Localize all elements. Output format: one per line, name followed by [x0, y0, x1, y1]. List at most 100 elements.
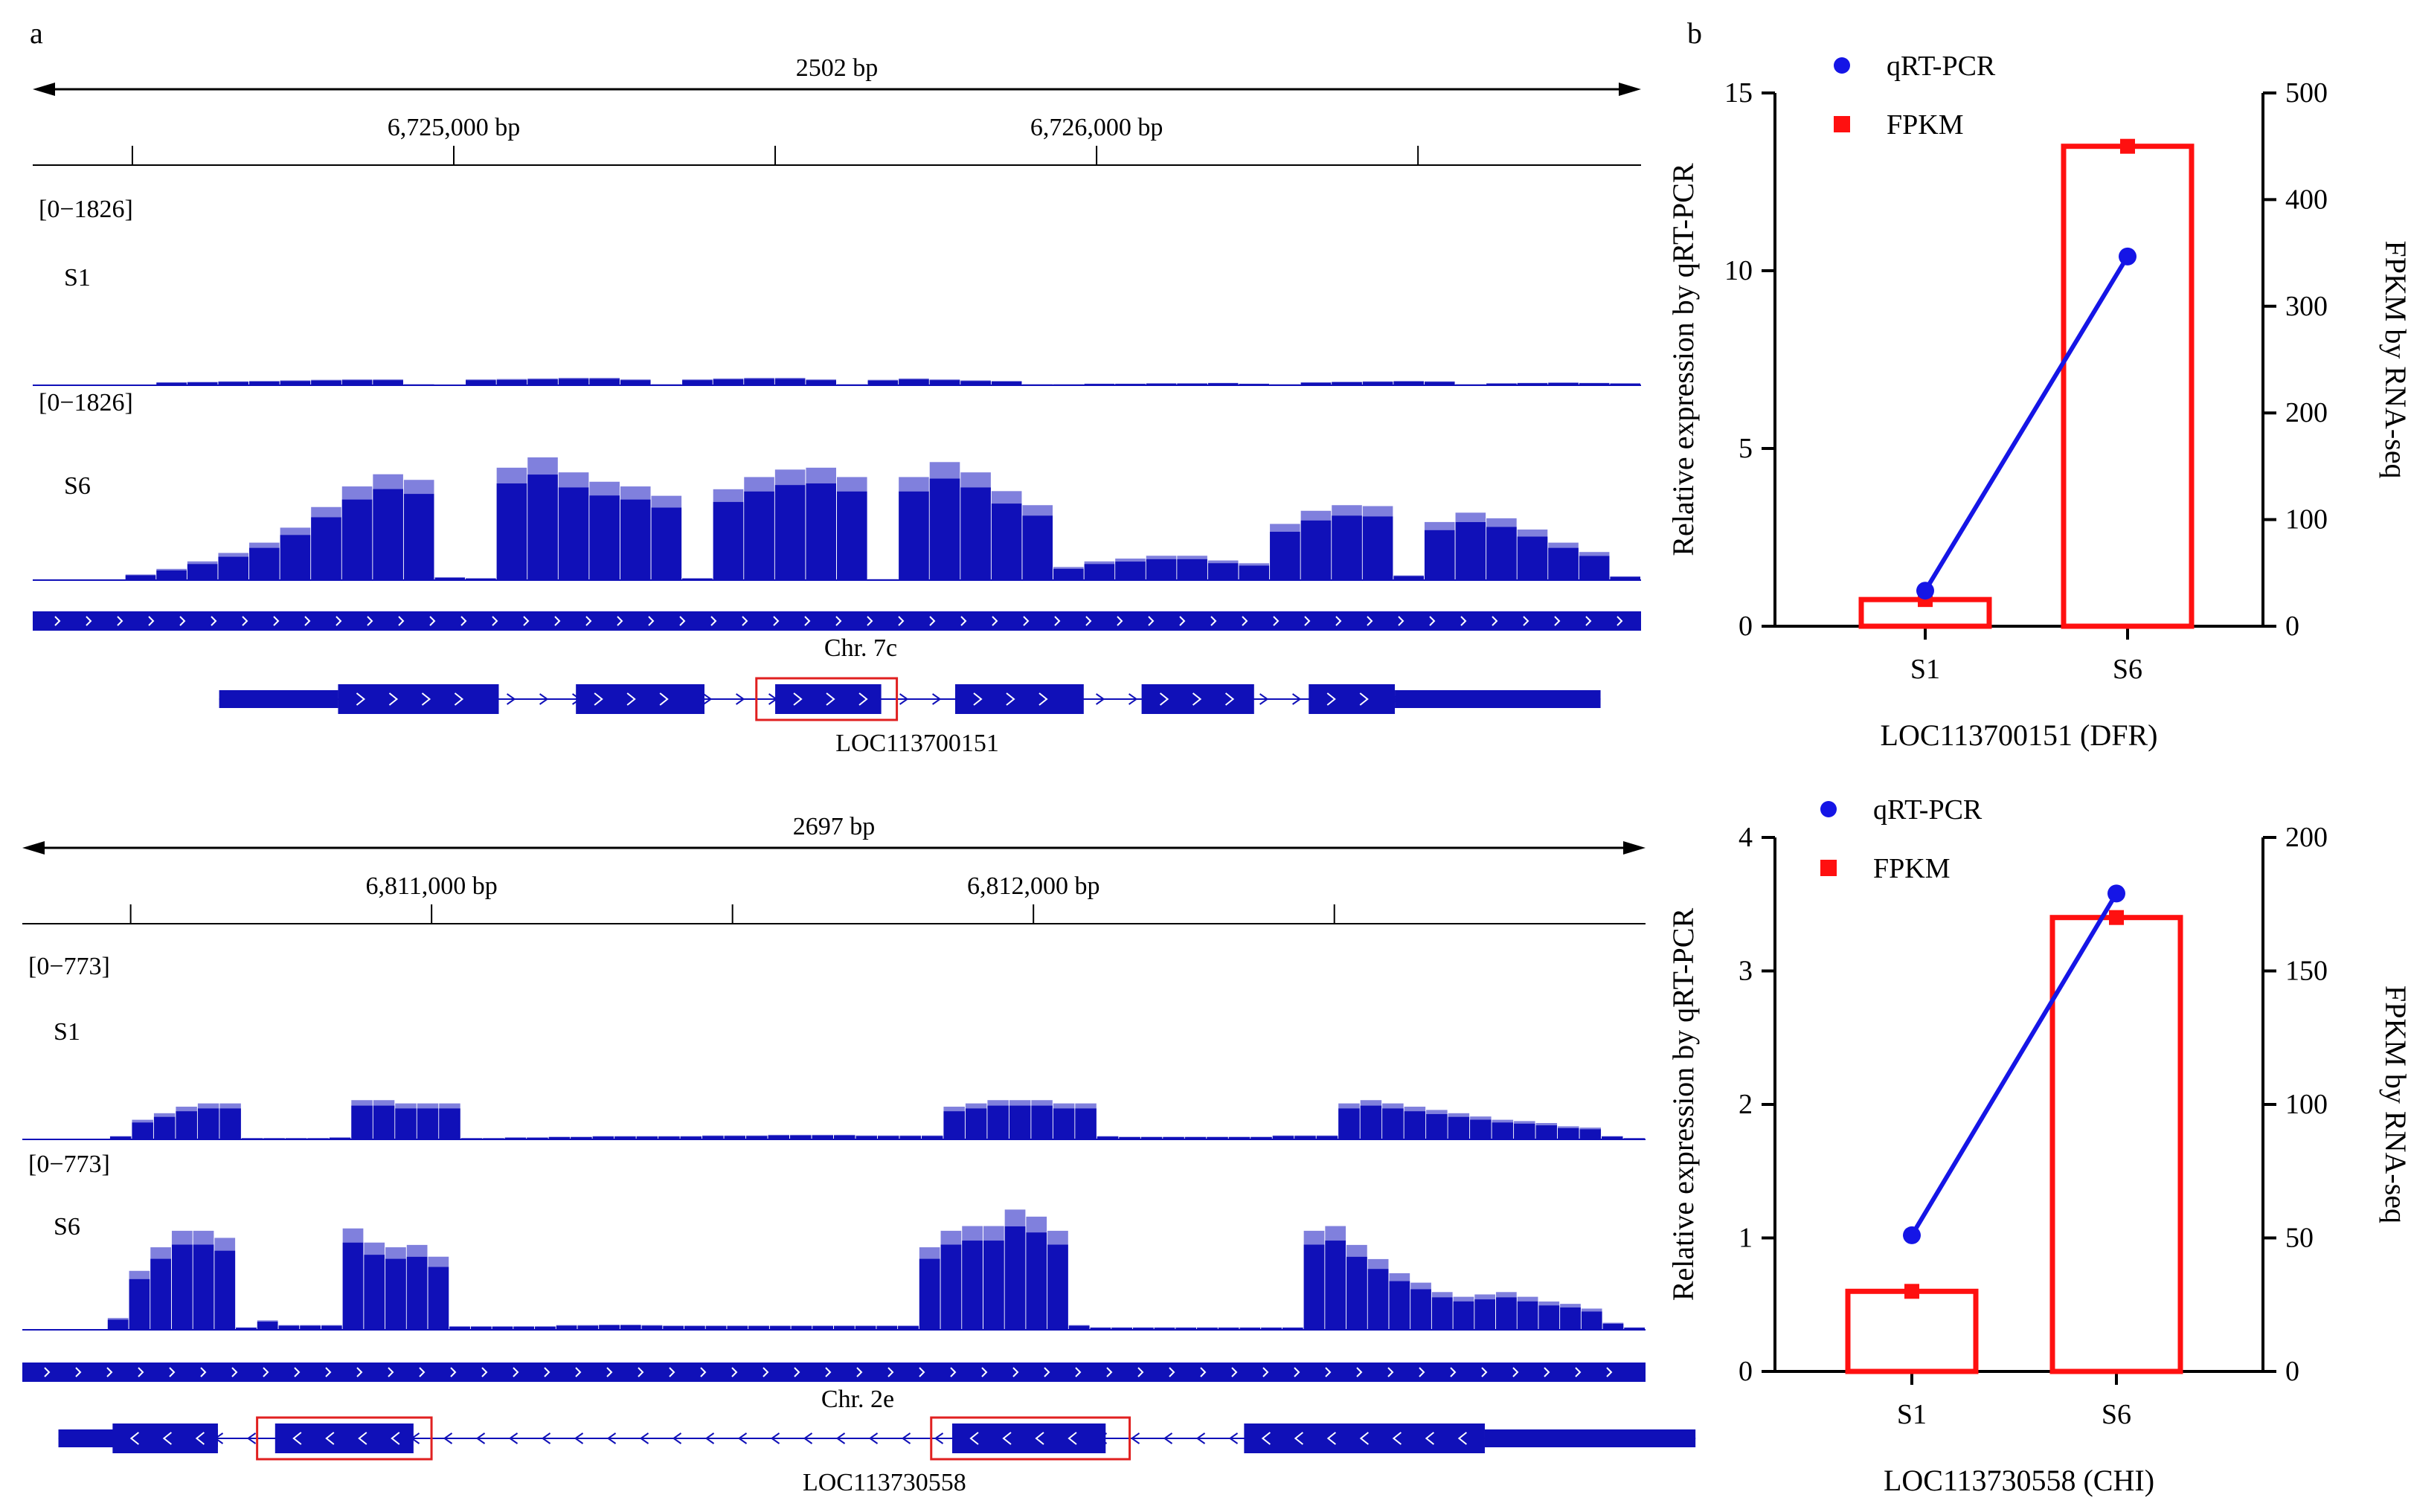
coverage-bar	[962, 1241, 983, 1330]
x-tick-label: S6	[2113, 654, 2142, 685]
coverage-bar	[991, 504, 1022, 580]
coverage-bar	[527, 379, 558, 385]
chromosome-strand-chevron	[1585, 616, 1592, 626]
gene-strand-chevron	[932, 693, 942, 705]
chromosome-strand-chevron	[513, 1367, 519, 1377]
chromosome-label: Chr. 7c	[824, 634, 897, 662]
fpkm-bar	[2049, 915, 2183, 1374]
chromosome-strand-chevron	[1419, 1367, 1425, 1377]
chromosome-strand-chevron	[887, 1367, 894, 1377]
chromosome-strand-chevron	[1023, 616, 1030, 626]
coverage-bar	[109, 1136, 132, 1139]
coverage-bar	[1146, 383, 1177, 385]
highlight-box	[755, 677, 899, 721]
coverage-bar	[1251, 1136, 1272, 1139]
chromosome-strand-chevron	[804, 616, 811, 626]
chromosome-strand-chevron	[679, 616, 686, 626]
coverage-bar	[965, 1108, 987, 1139]
legend-qpcr-marker	[1834, 57, 1850, 74]
coverage-bar	[171, 1244, 193, 1330]
ruler-tick-label: 6,726,000 bp	[1030, 114, 1163, 141]
gene-exon-chevron	[1159, 692, 1169, 706]
coverage-bar	[651, 507, 682, 580]
coverage-bar	[774, 485, 806, 580]
chromosome-strand-chevron	[1335, 616, 1342, 626]
coverage-bar	[899, 379, 929, 385]
coverage-bar	[855, 1326, 876, 1330]
track-name-label: S6	[54, 1213, 80, 1241]
coverage-bar	[571, 1136, 592, 1139]
gene-strand-chevron	[1130, 1432, 1140, 1444]
coverage-bar	[1031, 1105, 1053, 1139]
gene-strand-chevron	[1195, 1432, 1206, 1444]
gene-strand-chevron	[639, 1432, 649, 1444]
ruler-tick-label: 6,725,000 bp	[388, 114, 521, 141]
coverage-bar	[187, 382, 218, 385]
coverage-bar	[1207, 563, 1239, 580]
coverage-bar	[1184, 1136, 1207, 1139]
gene-exon	[338, 684, 499, 714]
gene-strand-chevron	[899, 693, 909, 705]
coverage-bar	[193, 1244, 214, 1330]
panel-label-b: b	[1687, 16, 1702, 50]
coverage-bar	[943, 1111, 965, 1139]
chromosome-strand-chevron	[1179, 616, 1186, 626]
span-label: 2697 bp	[793, 813, 876, 840]
gene-strand-chevron	[539, 693, 549, 705]
expression-chart-dfr: 0 5 10 15 0 100 200 300 400 500 S1 S6 qRT-PCR FPKM Rel…	[1666, 51, 2411, 752]
right-y-tick-label: 200	[2285, 822, 2328, 853]
coverage-bar	[1207, 1136, 1228, 1139]
coverage-bar	[527, 1137, 548, 1139]
highlight-box	[256, 1416, 433, 1461]
legend-fpkm-label: FPKM	[1887, 109, 1964, 141]
track-range-label: [0−773]	[28, 953, 110, 980]
coverage-bar	[1602, 1323, 1624, 1330]
coverage-bar	[682, 380, 713, 385]
coverage-bar	[1316, 1136, 1338, 1139]
x-tick-label: S1	[1897, 1399, 1927, 1430]
gene-strand-chevron	[574, 1432, 584, 1444]
gene-exon-chevron	[1359, 1432, 1369, 1445]
coverage-bar	[548, 1136, 571, 1139]
gene-exon-chevron	[162, 1432, 172, 1445]
coverage-bar	[1496, 1297, 1517, 1330]
gene-strand-chevron	[1228, 1432, 1239, 1444]
track-name-label: S1	[64, 264, 91, 292]
coverage-bar	[1197, 1328, 1218, 1330]
coverage-bar	[218, 556, 249, 580]
coverage-bar	[1239, 1328, 1261, 1330]
chromosome-strand-chevron	[554, 616, 561, 626]
track-name-label: S1	[54, 1018, 80, 1046]
chromosome-strand-chevron	[356, 1367, 363, 1377]
coverage-bar	[1360, 1105, 1382, 1139]
coverage-bar	[1177, 383, 1207, 385]
x-tick-label: S6	[2102, 1399, 2131, 1430]
chromosome-strand-chevron	[648, 616, 655, 626]
coverage-bar	[1393, 576, 1424, 580]
coverage-bar	[1261, 1328, 1282, 1330]
gene-exon-chevron	[388, 692, 399, 706]
coverage-bar	[1270, 532, 1300, 580]
chromosome-strand-chevron	[585, 616, 592, 626]
qpcr-point	[2107, 884, 2125, 903]
right-y-axis-title: FPKM by RNA-seq	[2379, 985, 2411, 1223]
coverage-bar	[496, 379, 527, 385]
coverage-bar	[1325, 1241, 1346, 1330]
coverage-bar	[636, 1136, 658, 1139]
coverage-bar	[1610, 576, 1640, 580]
chromosome-strand-chevron	[1554, 616, 1561, 626]
coverage-bar	[1362, 382, 1393, 385]
chromosome-strand-chevron	[294, 1367, 301, 1377]
coverage-bar	[806, 380, 836, 385]
chromosome-strand-chevron	[950, 1367, 957, 1377]
coverage-bar	[1282, 1328, 1303, 1330]
coverage-bar	[300, 1325, 321, 1330]
coverage-bar	[727, 1326, 748, 1330]
gene-exon-chevron	[129, 1432, 139, 1445]
coverage-bar	[492, 1326, 513, 1330]
chromosome-strand-chevron	[575, 1367, 582, 1377]
coverage-bar	[342, 1242, 364, 1330]
gene-exon-chevron	[1261, 1432, 1271, 1445]
span-label: 2502 bp	[796, 54, 879, 82]
coverage-bar	[1300, 382, 1332, 385]
